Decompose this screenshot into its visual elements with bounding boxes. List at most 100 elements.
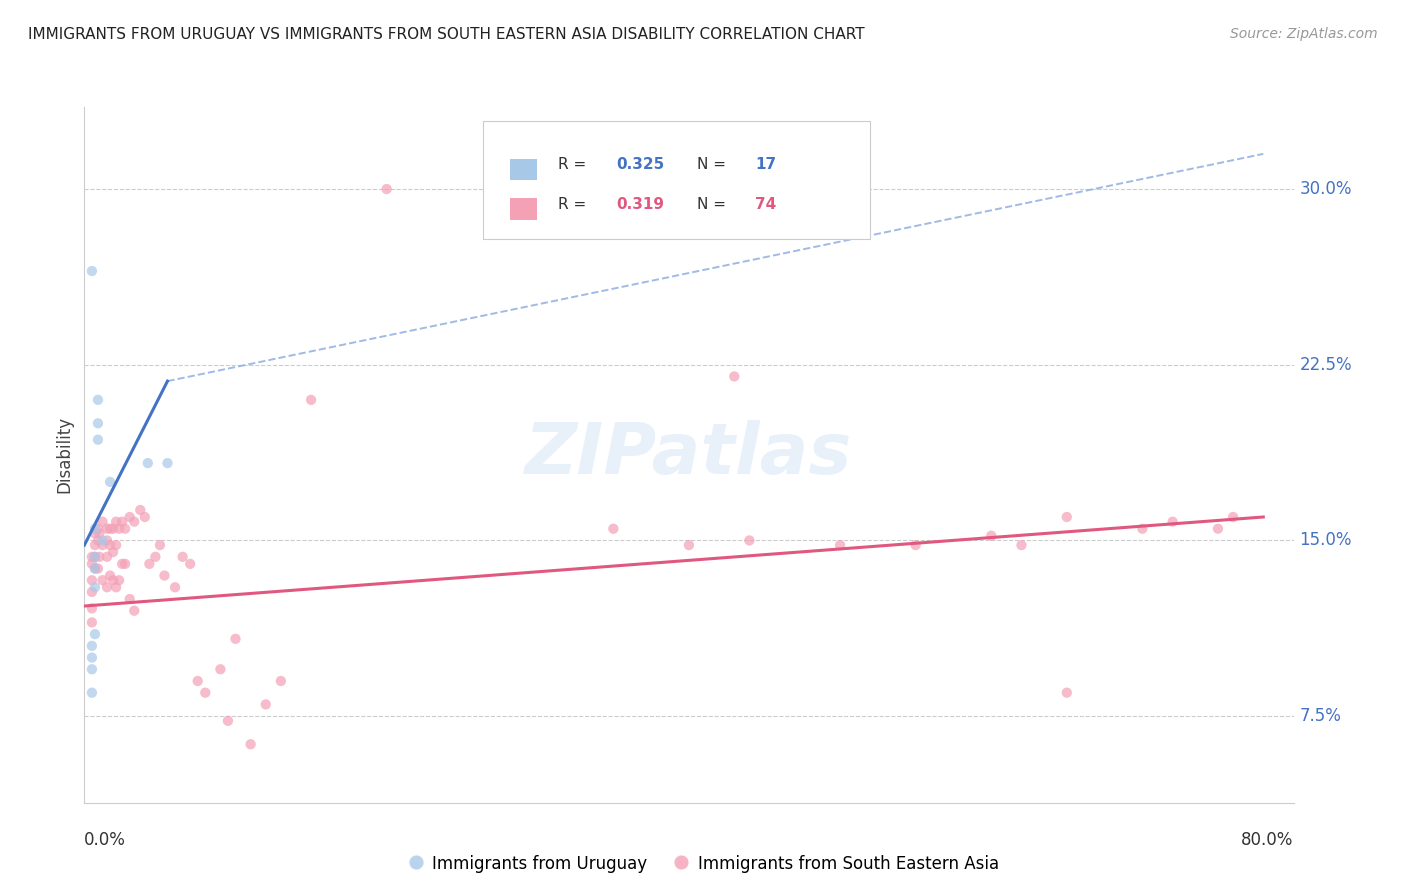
Point [101, 545, 124, 559]
Point [122, 515, 145, 529]
Text: R =: R = [558, 157, 592, 171]
Point [91, 515, 114, 529]
Point [194, 686, 217, 700]
Point [84, 561, 107, 575]
Point [138, 557, 160, 571]
Point [1056, 510, 1078, 524]
Point [91, 538, 114, 552]
Point [98, 475, 121, 489]
Point [156, 456, 179, 470]
Point [723, 369, 745, 384]
Point [80, 585, 103, 599]
Point [134, 510, 156, 524]
Point [84, 580, 107, 594]
Point [163, 580, 186, 594]
Point [84, 561, 107, 575]
Point [89, 526, 111, 541]
Text: 30.0%: 30.0% [1299, 180, 1353, 198]
Point [101, 574, 124, 588]
Text: 7.5%: 7.5% [1299, 707, 1341, 725]
Point [1010, 538, 1032, 552]
Point [179, 557, 201, 571]
Point [84, 549, 107, 564]
Point [602, 522, 624, 536]
Point [904, 538, 927, 552]
Point [1222, 510, 1244, 524]
Point [375, 182, 398, 196]
Point [87, 433, 110, 447]
Text: 0.319: 0.319 [616, 197, 665, 212]
FancyBboxPatch shape [484, 121, 870, 239]
Point [122, 604, 145, 618]
Point [84, 522, 107, 536]
Text: 15.0%: 15.0% [1299, 532, 1353, 549]
Point [111, 515, 134, 529]
Point [87, 417, 110, 431]
Point [80, 662, 103, 676]
Point [114, 522, 136, 536]
Point [136, 456, 159, 470]
Point [87, 522, 110, 536]
Point [187, 673, 209, 688]
Text: R =: R = [558, 197, 592, 212]
Point [96, 580, 118, 594]
Point [108, 574, 131, 588]
Point [98, 538, 121, 552]
Point [217, 714, 239, 728]
Point [980, 529, 1002, 543]
Point [84, 526, 107, 541]
Point [118, 510, 141, 524]
Text: 0.0%: 0.0% [84, 830, 127, 848]
Text: N =: N = [697, 157, 731, 171]
Text: Source: ZipAtlas.com: Source: ZipAtlas.com [1230, 27, 1378, 41]
Point [98, 522, 121, 536]
Point [1130, 522, 1153, 536]
Text: 0.325: 0.325 [616, 157, 665, 171]
Point [80, 615, 103, 630]
Point [105, 580, 128, 594]
Text: 74: 74 [755, 197, 776, 212]
Point [145, 549, 167, 564]
Point [80, 650, 103, 665]
Point [87, 533, 110, 548]
Point [101, 522, 124, 536]
Point [87, 392, 110, 407]
Point [153, 568, 176, 582]
Point [80, 557, 103, 571]
Point [96, 533, 118, 548]
Point [239, 737, 262, 751]
Point [105, 538, 128, 552]
Point [738, 533, 761, 548]
Point [111, 557, 134, 571]
Point [118, 592, 141, 607]
Point [80, 574, 103, 588]
Text: N =: N = [697, 197, 731, 212]
Point [80, 264, 103, 278]
Point [105, 515, 128, 529]
Text: ZIPatlas: ZIPatlas [526, 420, 852, 490]
Point [678, 538, 700, 552]
Point [209, 662, 232, 676]
Point [299, 392, 322, 407]
Point [225, 632, 247, 646]
Point [80, 549, 103, 564]
FancyBboxPatch shape [510, 159, 537, 180]
Point [80, 639, 103, 653]
Text: 80.0%: 80.0% [1241, 830, 1294, 848]
Point [91, 533, 114, 548]
FancyBboxPatch shape [510, 198, 537, 219]
Point [84, 549, 107, 564]
Point [270, 673, 292, 688]
Point [129, 503, 152, 517]
Point [84, 538, 107, 552]
Point [149, 538, 172, 552]
Point [108, 522, 131, 536]
Point [1161, 515, 1184, 529]
Point [96, 549, 118, 564]
Point [87, 561, 110, 575]
Point [254, 698, 277, 712]
Point [80, 686, 103, 700]
Y-axis label: Disability: Disability [55, 417, 73, 493]
Point [1056, 686, 1078, 700]
Point [84, 627, 107, 641]
